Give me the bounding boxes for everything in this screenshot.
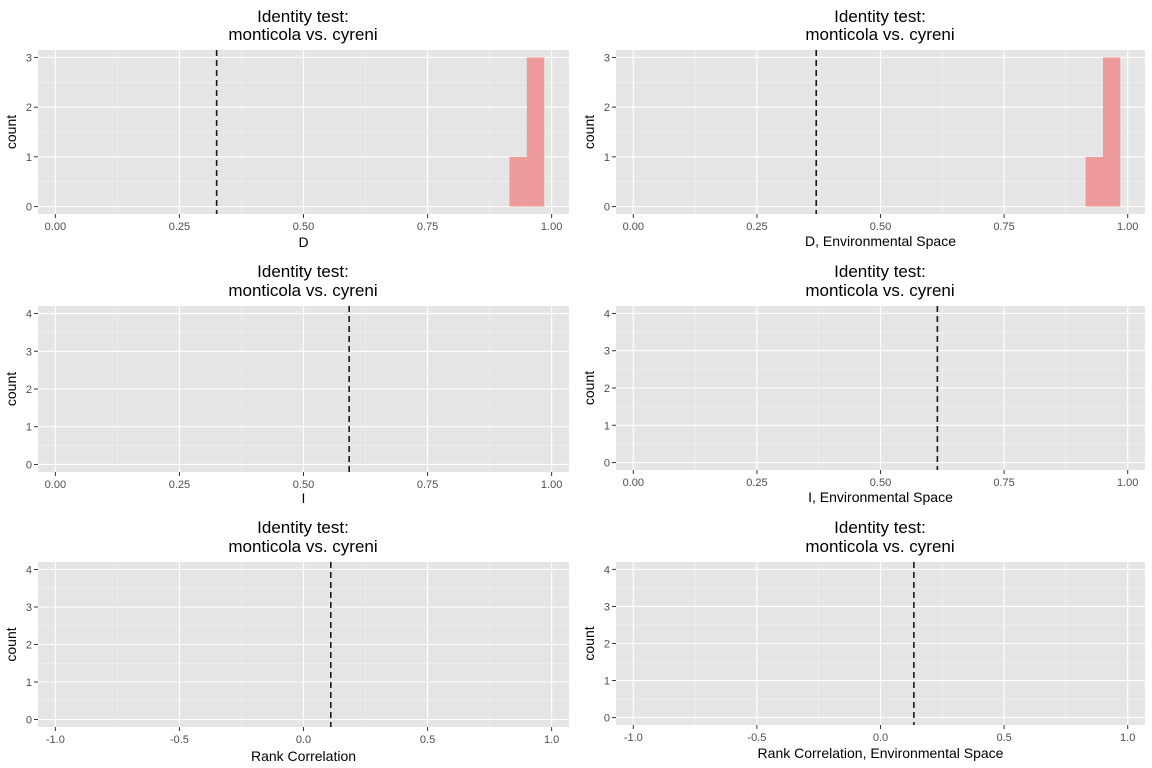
y-tick-label: 0	[26, 715, 32, 727]
y-tick-label: 4	[604, 564, 610, 576]
chart-title-line-1: Identity test:	[257, 518, 349, 537]
x-tick-label: 0.50	[870, 477, 891, 489]
chart-title-line-2: monticola vs. cyreni	[805, 25, 954, 44]
x-tick-label: 1.00	[1117, 221, 1138, 233]
y-tick-label: 0	[604, 713, 610, 725]
y-axis-title: count	[3, 627, 19, 661]
y-tick-label: 1	[26, 677, 32, 689]
x-tick-label: 1.0	[544, 734, 559, 746]
x-tick-label: 0.75	[993, 221, 1014, 233]
x-tick-label: 0.50	[293, 221, 314, 233]
chart-title-line-1: Identity test:	[257, 7, 349, 26]
y-tick-label: 2	[26, 640, 32, 652]
y-axis-title: count	[581, 115, 597, 149]
y-tick-label: 4	[604, 308, 610, 320]
x-tick-label: 1.00	[541, 479, 562, 491]
x-tick-label: 0.0	[296, 734, 311, 746]
y-tick-label: 3	[604, 601, 610, 613]
x-tick-label: 0.00	[45, 479, 66, 491]
chart-title-line-2: monticola vs. cyreni	[805, 281, 954, 300]
chart-title-line-2: monticola vs. cyreni	[228, 537, 377, 556]
x-tick-label: 1.0	[1120, 732, 1135, 744]
y-axis-title: count	[581, 626, 597, 660]
chart-panel-3: 0.00 0.25 0.50 0.75 1.00 0 1 2 3 4 Identity test:m…	[3, 262, 569, 506]
x-axis-title: I	[302, 490, 306, 506]
y-axis-title: count	[3, 372, 19, 406]
y-tick-label: 1	[26, 422, 32, 434]
y-axis-title: count	[3, 115, 19, 149]
y-tick-label: 3	[604, 346, 610, 358]
x-tick-label: -0.5	[747, 732, 766, 744]
y-tick-label: 3	[26, 52, 32, 64]
y-tick-label: 3	[604, 52, 610, 64]
x-tick-label: -0.5	[170, 734, 189, 746]
x-tick-label: 0.75	[417, 221, 438, 233]
y-tick-label: 3	[26, 602, 32, 614]
chart-title-line-2: monticola vs. cyreni	[228, 281, 377, 300]
y-tick-label: 0	[26, 202, 32, 214]
x-axis-title: Rank Correlation	[251, 748, 356, 764]
histogram-bar-1	[509, 156, 527, 207]
x-tick-label: 0.50	[293, 479, 314, 491]
x-tick-label: 0.25	[169, 479, 190, 491]
x-tick-label: 0.25	[169, 221, 190, 233]
y-tick-label: 1	[604, 420, 610, 432]
histogram-bar-1	[1085, 156, 1103, 207]
x-tick-label: 0.00	[623, 221, 644, 233]
x-axis-title: I, Environmental Space	[808, 489, 953, 505]
y-tick-label: 2	[26, 384, 32, 396]
x-tick-label: -1.0	[624, 732, 643, 744]
y-tick-label: 2	[604, 639, 610, 651]
x-axis-title: D	[298, 234, 308, 250]
chart-panel-6: -1.0 -0.5 0.0 0.5 1.0 0 1 2 3 4 Identity test:mont…	[581, 518, 1145, 761]
chart-title-line-1: Identity test:	[257, 262, 349, 281]
chart-title-line-2: monticola vs. cyreni	[805, 537, 954, 556]
x-axis-title: Rank Correlation, Environmental Space	[758, 745, 1004, 761]
chart-title-line-2: monticola vs. cyreni	[228, 25, 377, 44]
x-tick-label: 0.50	[870, 221, 891, 233]
chart-panel-2: 0.00 0.25 0.50 0.75 1.00 0 1 2 3 Identity test:mo…	[581, 7, 1145, 249]
x-tick-label: 0.00	[623, 477, 644, 489]
y-tick-label: 2	[604, 102, 610, 114]
chart-title-line-1: Identity test:	[834, 518, 926, 537]
x-tick-label: 0.25	[746, 477, 767, 489]
histogram-bar-2	[526, 57, 545, 207]
x-tick-label: 0.5	[996, 732, 1011, 744]
chart-title-line-1: Identity test:	[834, 7, 926, 26]
x-tick-label: -1.0	[46, 734, 65, 746]
y-axis-title: count	[581, 371, 597, 405]
y-tick-label: 4	[26, 565, 32, 577]
x-tick-label: 1.00	[1117, 477, 1138, 489]
y-tick-label: 4	[26, 309, 32, 321]
y-tick-label: 1	[604, 152, 610, 164]
chart-panel-4: 0.00 0.25 0.50 0.75 1.00 0 1 2 3 4 Identity test:m…	[581, 262, 1145, 505]
y-tick-label: 2	[26, 102, 32, 114]
x-tick-label: 0.00	[45, 221, 66, 233]
x-axis-title: D, Environmental Space	[805, 233, 956, 249]
x-tick-label: 0.75	[993, 477, 1014, 489]
chart-title-line-1: Identity test:	[834, 262, 926, 281]
histogram-bar-2	[1102, 57, 1121, 207]
x-tick-label: 0.25	[746, 221, 767, 233]
y-tick-label: 0	[604, 202, 610, 214]
y-tick-label: 2	[604, 383, 610, 395]
x-tick-label: 0.5	[420, 734, 435, 746]
x-tick-label: 0.0	[873, 732, 888, 744]
x-tick-label: 0.75	[417, 479, 438, 491]
y-tick-label: 0	[26, 459, 32, 471]
chart-panel-5: -1.0 -0.5 0.0 0.5 1.0 0 1 2 3 4 Identity test:mont…	[3, 518, 569, 764]
chart-panel-1: 0.00 0.25 0.50 0.75 1.00 0 1 2 3 Identity test:mo…	[3, 7, 569, 250]
x-tick-label: 1.00	[541, 221, 562, 233]
y-tick-label: 3	[26, 346, 32, 358]
y-tick-label: 0	[604, 458, 610, 470]
y-tick-label: 1	[604, 676, 610, 688]
y-tick-label: 1	[26, 152, 32, 164]
